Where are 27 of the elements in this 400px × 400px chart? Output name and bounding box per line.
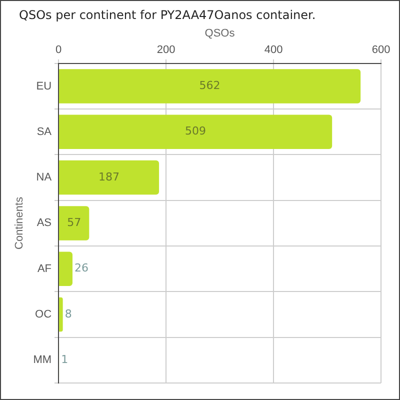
data-label: 509 — [185, 124, 206, 138]
y-tick-label: EU — [36, 80, 52, 92]
y-tick-label: NA — [36, 172, 52, 184]
x-tick-label: 0 — [55, 44, 62, 56]
bar — [59, 160, 160, 195]
bar — [59, 297, 63, 332]
x-tick-label: 200 — [156, 44, 176, 56]
y-tick-label: SA — [36, 126, 52, 138]
x-axis-title: QSOs — [204, 28, 236, 40]
bar — [59, 206, 90, 240]
bar — [59, 114, 332, 150]
x-tick-label: 600 — [372, 44, 390, 56]
chart-title: QSOs per continent for PY2AA47Oanos container. — [19, 8, 316, 22]
data-label: 8 — [64, 307, 72, 320]
y-tick-label: MM — [33, 354, 52, 366]
data-label: 1 — [61, 353, 68, 366]
bar — [59, 252, 72, 286]
y-tick-label: OC — [35, 308, 52, 321]
data-label: 187 — [98, 170, 120, 184]
y-axis-title: Continents — [14, 196, 26, 250]
data-label: 26 — [74, 262, 88, 275]
x-tick-label: 400 — [264, 44, 283, 56]
data-label: 562 — [199, 79, 220, 92]
data-label: 57 — [67, 216, 82, 230]
y-tick-label: AF — [37, 262, 52, 275]
y-tick-label: AS — [36, 217, 52, 230]
bar — [59, 69, 361, 104]
